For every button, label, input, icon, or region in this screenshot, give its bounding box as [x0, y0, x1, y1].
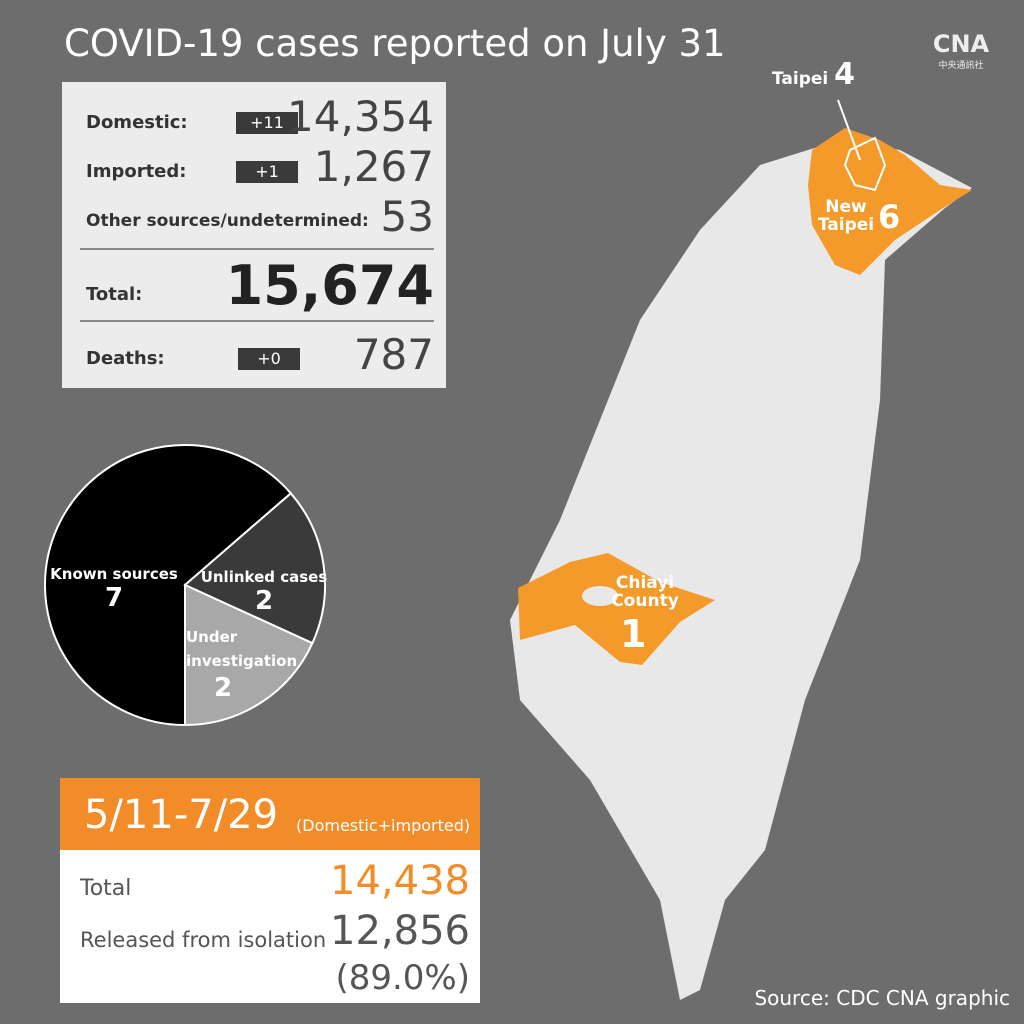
- chiayi-region: [518, 553, 715, 665]
- cum-percent: (89.0%): [335, 958, 470, 998]
- cum-label: Total: [80, 876, 132, 901]
- taiwan-map: [510, 140, 972, 1000]
- pie-slice: [44, 444, 293, 727]
- slice-label: Known sources 7: [48, 565, 180, 613]
- row-value: 1,267: [313, 142, 434, 191]
- taipei-region: [843, 136, 887, 192]
- map-label: New Taipei: [817, 197, 875, 235]
- map-label: Chiayi County: [611, 573, 679, 611]
- row-change: +11: [236, 112, 298, 134]
- pie-slice: [184, 583, 314, 727]
- slice-value: 2: [214, 673, 233, 703]
- slice-label: Unlinked cases 2: [198, 568, 330, 616]
- divider: [80, 248, 434, 250]
- slice-name: Under investigation: [186, 628, 298, 670]
- summary-box: Domestic: +11 14,354 Imported: +1 1,267 …: [62, 82, 446, 388]
- row-value: 14,354: [287, 92, 434, 141]
- region-name: Taipei: [772, 69, 829, 89]
- logo: CNA 中央通訊社: [920, 14, 1002, 76]
- logo-text: CNA: [932, 30, 990, 58]
- cum-value: 14,438: [330, 858, 470, 904]
- deaths-value: 787: [353, 330, 434, 379]
- taipei-pointer: [837, 99, 861, 161]
- logo-subtext: 中央通訊社: [938, 61, 984, 71]
- total-label: Total:: [86, 284, 143, 305]
- total-value: 15,674: [225, 254, 434, 317]
- region-value: 6: [878, 198, 901, 236]
- slice-value: 7: [104, 583, 124, 613]
- period-note: (Domestic+imported): [296, 816, 471, 835]
- source: Source: CDC CNA graphic: [754, 986, 1010, 1010]
- slice-label: Under investigation 2: [186, 625, 301, 703]
- deaths-label: Deaths:: [86, 348, 165, 369]
- slice-name: Unlinked cases: [200, 568, 328, 586]
- cum-value: 12,856: [330, 908, 470, 954]
- chiayi-city: [582, 586, 618, 606]
- row-label: Other sources/undetermined:: [86, 211, 369, 231]
- period: 5/11-7/29: [84, 792, 279, 838]
- row-change: +1: [236, 161, 298, 183]
- new-taipei-region: [808, 128, 972, 275]
- divider: [80, 320, 434, 322]
- region-value: 1: [620, 612, 647, 656]
- cum-label: Released from isolation: [80, 928, 327, 952]
- deaths-change: +0: [238, 348, 300, 370]
- map-label: Taipei 4: [772, 60, 855, 90]
- pie-slice: [183, 491, 326, 645]
- cumulative-header: 5/11-7/29 (Domestic+imported): [60, 778, 480, 850]
- slice-name: Known sources: [50, 565, 178, 583]
- region-value: 4: [834, 57, 856, 92]
- pie-chart: [44, 444, 326, 727]
- title: COVID-19 cases reported on July 31: [64, 22, 726, 65]
- row-label: Imported:: [86, 161, 187, 182]
- row-label: Domestic:: [86, 112, 188, 133]
- slice-value: 2: [254, 586, 274, 616]
- cumulative-box: 5/11-7/29 (Domestic+imported) Total 14,4…: [60, 778, 480, 1003]
- row-value: 53: [380, 192, 434, 241]
